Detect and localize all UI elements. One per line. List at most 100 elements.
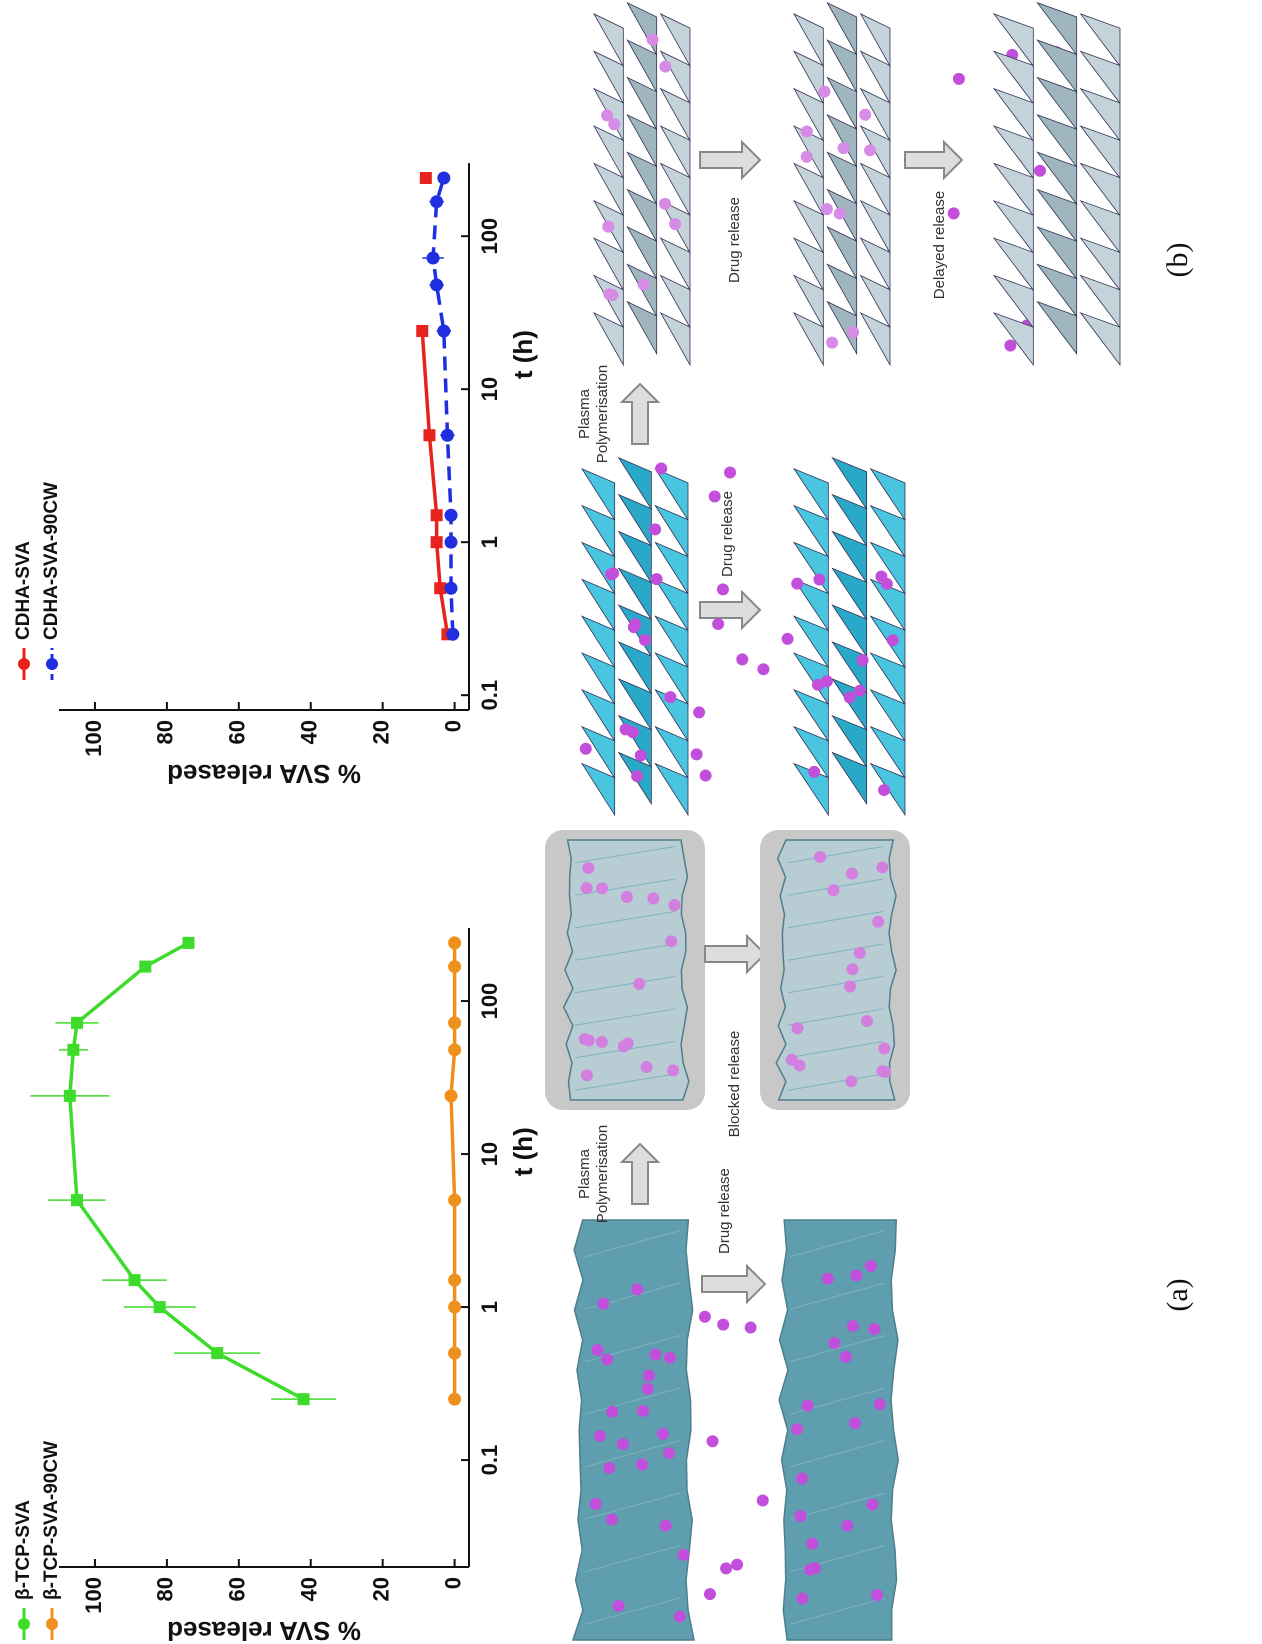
marker (437, 324, 451, 338)
drug-molecule (860, 1014, 873, 1027)
nanocone (1036, 39, 1078, 94)
drug-molecule (886, 634, 899, 647)
y-tick-label: 40 (297, 720, 322, 744)
marker (448, 960, 462, 974)
nanocone (593, 311, 624, 367)
nanocone (826, 263, 858, 318)
drug-molecule (813, 573, 826, 586)
drug-molecule (579, 742, 592, 755)
drug-molecule (876, 1065, 889, 1078)
nanocone (1079, 125, 1121, 180)
drug-molecule (846, 867, 859, 880)
drug-molecule (606, 1405, 619, 1418)
nanocone (654, 615, 689, 669)
marker (70, 1016, 83, 1029)
drug-molecule (791, 1423, 804, 1436)
drug-molecule (608, 118, 621, 131)
grain-boundary (789, 1597, 886, 1625)
particle-body (571, 1219, 695, 1641)
nanocone (580, 725, 616, 780)
drug-molecule (800, 125, 813, 138)
nanocone (792, 504, 829, 559)
nanocone (831, 456, 868, 511)
series-line (422, 178, 447, 634)
drug-molecule (708, 490, 721, 503)
nanocone (792, 725, 829, 780)
drug-molecule (712, 618, 725, 631)
x-axis-label: t (h) (508, 330, 538, 379)
nanocone (831, 751, 868, 806)
nanocone (626, 300, 658, 356)
nanocone (793, 274, 824, 330)
drug-molecule (837, 142, 850, 155)
drug-molecule (595, 1035, 608, 1048)
drug-molecule (1033, 164, 1046, 177)
process-arrow (904, 139, 964, 181)
y-tick-label: 100 (81, 1577, 106, 1614)
nanocone (617, 567, 652, 622)
drug-molecule (808, 765, 821, 778)
series-line (68, 941, 305, 1401)
drug-molecule (659, 197, 672, 210)
nanocone (659, 125, 691, 180)
nanocone (792, 689, 829, 743)
nanocone (617, 641, 652, 695)
nanocone (593, 237, 624, 292)
x-tick-label: 1 (477, 536, 502, 548)
drug-molecule (821, 1272, 834, 1285)
grain-boundary (787, 1073, 884, 1091)
drug-molecule (828, 1337, 841, 1350)
drug-molecule (693, 706, 706, 719)
drug-molecule (631, 770, 644, 783)
drug-molecule (859, 108, 872, 121)
nanocone (626, 76, 658, 132)
drug-molecule (826, 336, 839, 349)
drug-molecule (801, 1399, 814, 1412)
nanocone (859, 13, 891, 68)
drug-molecule (677, 1548, 690, 1561)
nanocone (654, 652, 689, 706)
drug-molecule (655, 462, 668, 475)
drug-molecule (656, 1427, 669, 1440)
drug-molecule (853, 946, 866, 959)
drug-molecule (633, 977, 646, 990)
drug-molecule (659, 60, 672, 73)
diagram-label: Blocked release (726, 1031, 743, 1138)
drug-molecule (850, 1269, 863, 1282)
drug-molecule (601, 1353, 614, 1366)
grain-boundary (787, 1008, 884, 1026)
grain-boundary (574, 911, 676, 929)
drug-molecule (612, 1599, 625, 1612)
nanocone (1079, 162, 1121, 217)
drug-molecule (878, 1042, 891, 1055)
drug-molecule (793, 1059, 806, 1072)
nanocone (826, 1, 858, 57)
marker (448, 936, 462, 950)
drug-molecule (806, 1537, 819, 1550)
drug-molecule (875, 570, 888, 583)
diagram-label: Polymerisation (594, 1125, 611, 1223)
x-tick-label: 100 (477, 218, 502, 255)
drug-molecule (616, 1438, 629, 1451)
x-tick-label: 10 (477, 1142, 502, 1166)
drug-molecule (665, 935, 678, 948)
drug-molecule (876, 861, 889, 874)
nanocone (1079, 274, 1121, 329)
legend-label: β-TCP-SVA (13, 1500, 34, 1600)
drug-molecule (952, 72, 965, 85)
drug-molecule (756, 1494, 769, 1507)
nanocone (992, 50, 1034, 105)
diagram-label: (b) (1161, 243, 1194, 278)
marker (426, 251, 440, 265)
nanocone (793, 311, 824, 367)
nanocone (580, 467, 616, 522)
process-arrow (704, 933, 767, 975)
x-tick-label: 1 (477, 1301, 502, 1313)
nanocone (826, 76, 858, 132)
drug-molecule (731, 1558, 744, 1571)
drug-molecule (827, 884, 840, 897)
process-arrow (699, 589, 762, 631)
nanocone (831, 641, 868, 695)
nanocone (992, 125, 1034, 180)
